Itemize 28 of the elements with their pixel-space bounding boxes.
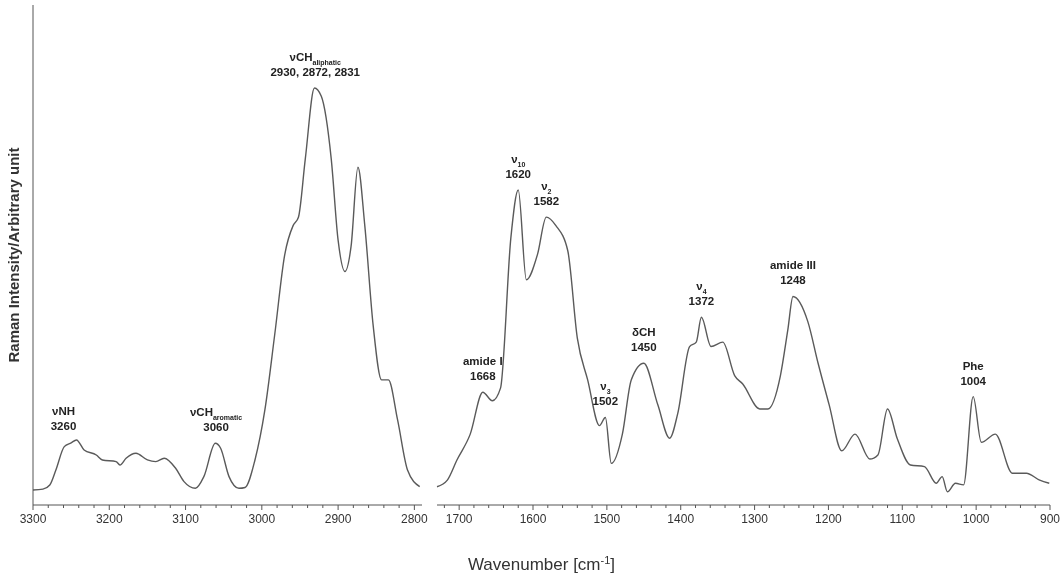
- x-tick-label: 1600: [519, 512, 547, 526]
- annotation: νNH 3260: [50, 405, 77, 433]
- x-axis-title: Wavenumber [cm$^{-1}$]: [467, 554, 616, 574]
- annotation: ν$_{2}$ 1582: [533, 180, 560, 208]
- x-tick-label: 1100: [889, 512, 916, 526]
- x-tick-label: 2900: [324, 512, 352, 526]
- x-tick-label: 900: [1039, 512, 1061, 526]
- x-tick-label: 3100: [172, 512, 200, 526]
- annotation: ν$_{4}$ 1372: [688, 280, 715, 308]
- annotation: ν$_{10}$ 1620: [505, 153, 532, 180]
- x-tick-label: 3200: [95, 512, 123, 526]
- annotation: amide I 1668: [462, 355, 503, 383]
- x-tick-label: 3300: [19, 512, 47, 526]
- x-tick-label: 1000: [962, 512, 990, 526]
- annotation: δCH 1450: [631, 326, 657, 354]
- annotation: νCH$_{aromatic}$ 3060: [189, 406, 243, 434]
- annotation: νCH$_{aliphatic}$ 2930, 2872, 2831: [270, 51, 361, 78]
- annotation: Phe 1004: [960, 359, 987, 387]
- x-tick-label: 1300: [741, 512, 769, 526]
- x-tick-label: 1500: [593, 512, 621, 526]
- x-tick-label: 3000: [248, 512, 276, 526]
- x-tick-label: 1700: [445, 512, 473, 526]
- x-tick-label: 1200: [815, 512, 843, 526]
- annotation: ν$_{3}$ 1502: [592, 380, 619, 408]
- x-tick-label: 2800: [401, 512, 429, 526]
- annotation: amide III 1248: [769, 259, 816, 287]
- y-axis-title: Raman Intensity/Arbitrary unit: [5, 147, 22, 363]
- x-tick-label: 1400: [667, 512, 695, 526]
